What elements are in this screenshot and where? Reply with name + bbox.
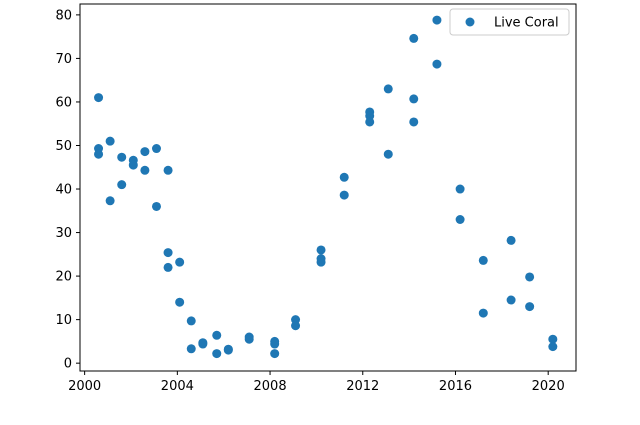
data-point: [548, 334, 558, 344]
x-tick-label: 2016: [439, 379, 472, 394]
data-point: [105, 136, 115, 146]
data-point: [365, 117, 375, 127]
data-point: [212, 330, 222, 340]
data-point: [548, 342, 558, 352]
y-tick-label: 80: [55, 8, 72, 23]
y-tick-label: 30: [55, 226, 72, 241]
data-point: [525, 272, 535, 282]
data-point: [409, 94, 419, 104]
data-point: [316, 245, 326, 255]
data-point: [175, 297, 185, 307]
data-point: [455, 214, 465, 224]
data-point: [270, 339, 280, 349]
y-tick-label: 0: [64, 357, 72, 372]
data-point: [506, 295, 516, 305]
data-point: [128, 160, 138, 170]
legend-marker: [465, 17, 475, 27]
data-point: [94, 149, 104, 159]
data-point: [409, 33, 419, 43]
data-point: [409, 117, 419, 127]
data-point: [186, 316, 196, 326]
data-point: [339, 172, 349, 182]
y-tick-label: 40: [55, 183, 72, 198]
data-point: [506, 235, 516, 245]
x-tick-label: 2020: [532, 379, 565, 394]
legend: Live Coral: [449, 8, 570, 36]
x-axis: 2000 2004 2008 2012 2016 2020: [68, 371, 565, 394]
y-tick-label: 60: [55, 95, 72, 110]
data-point: [291, 321, 301, 331]
y-axis: 0 10 20 30 40 50 60 70 80: [55, 8, 80, 372]
y-tick-label: 70: [55, 52, 72, 67]
data-point: [244, 334, 254, 344]
data-point: [316, 257, 326, 267]
data-point: [223, 345, 233, 355]
data-point: [212, 349, 222, 359]
data-point: [339, 190, 349, 200]
legend-label: Live Coral: [494, 16, 559, 31]
data-point: [186, 344, 196, 354]
data-point: [525, 302, 535, 312]
data-point: [94, 93, 104, 103]
plot-frame: [79, 3, 577, 372]
x-tick-label: 2008: [254, 379, 287, 394]
data-point: [478, 308, 488, 318]
data-point: [432, 59, 442, 69]
data-point: [478, 255, 488, 265]
data-point: [117, 152, 127, 162]
x-tick-label: 2012: [346, 379, 379, 394]
data-point: [151, 144, 161, 154]
data-point: [117, 180, 127, 190]
data-point: [163, 262, 173, 272]
data-point: [175, 257, 185, 267]
data-point: [383, 149, 393, 159]
data-point: [198, 339, 208, 349]
points-layer: [94, 15, 558, 359]
x-tick-label: 2000: [68, 379, 101, 394]
data-point: [140, 147, 150, 157]
data-point: [163, 248, 173, 258]
data-point: [151, 201, 161, 211]
data-point: [383, 84, 393, 94]
data-point: [105, 196, 115, 206]
data-point: [163, 165, 173, 175]
data-point: [455, 184, 465, 194]
x-tick-label: 2004: [161, 379, 194, 394]
y-tick-label: 10: [55, 313, 72, 328]
legend-box: [449, 8, 570, 36]
y-tick-label: 20: [55, 270, 72, 285]
data-point: [140, 165, 150, 175]
y-tick-label: 50: [55, 139, 72, 154]
data-point: [270, 349, 280, 359]
data-point: [432, 15, 442, 25]
